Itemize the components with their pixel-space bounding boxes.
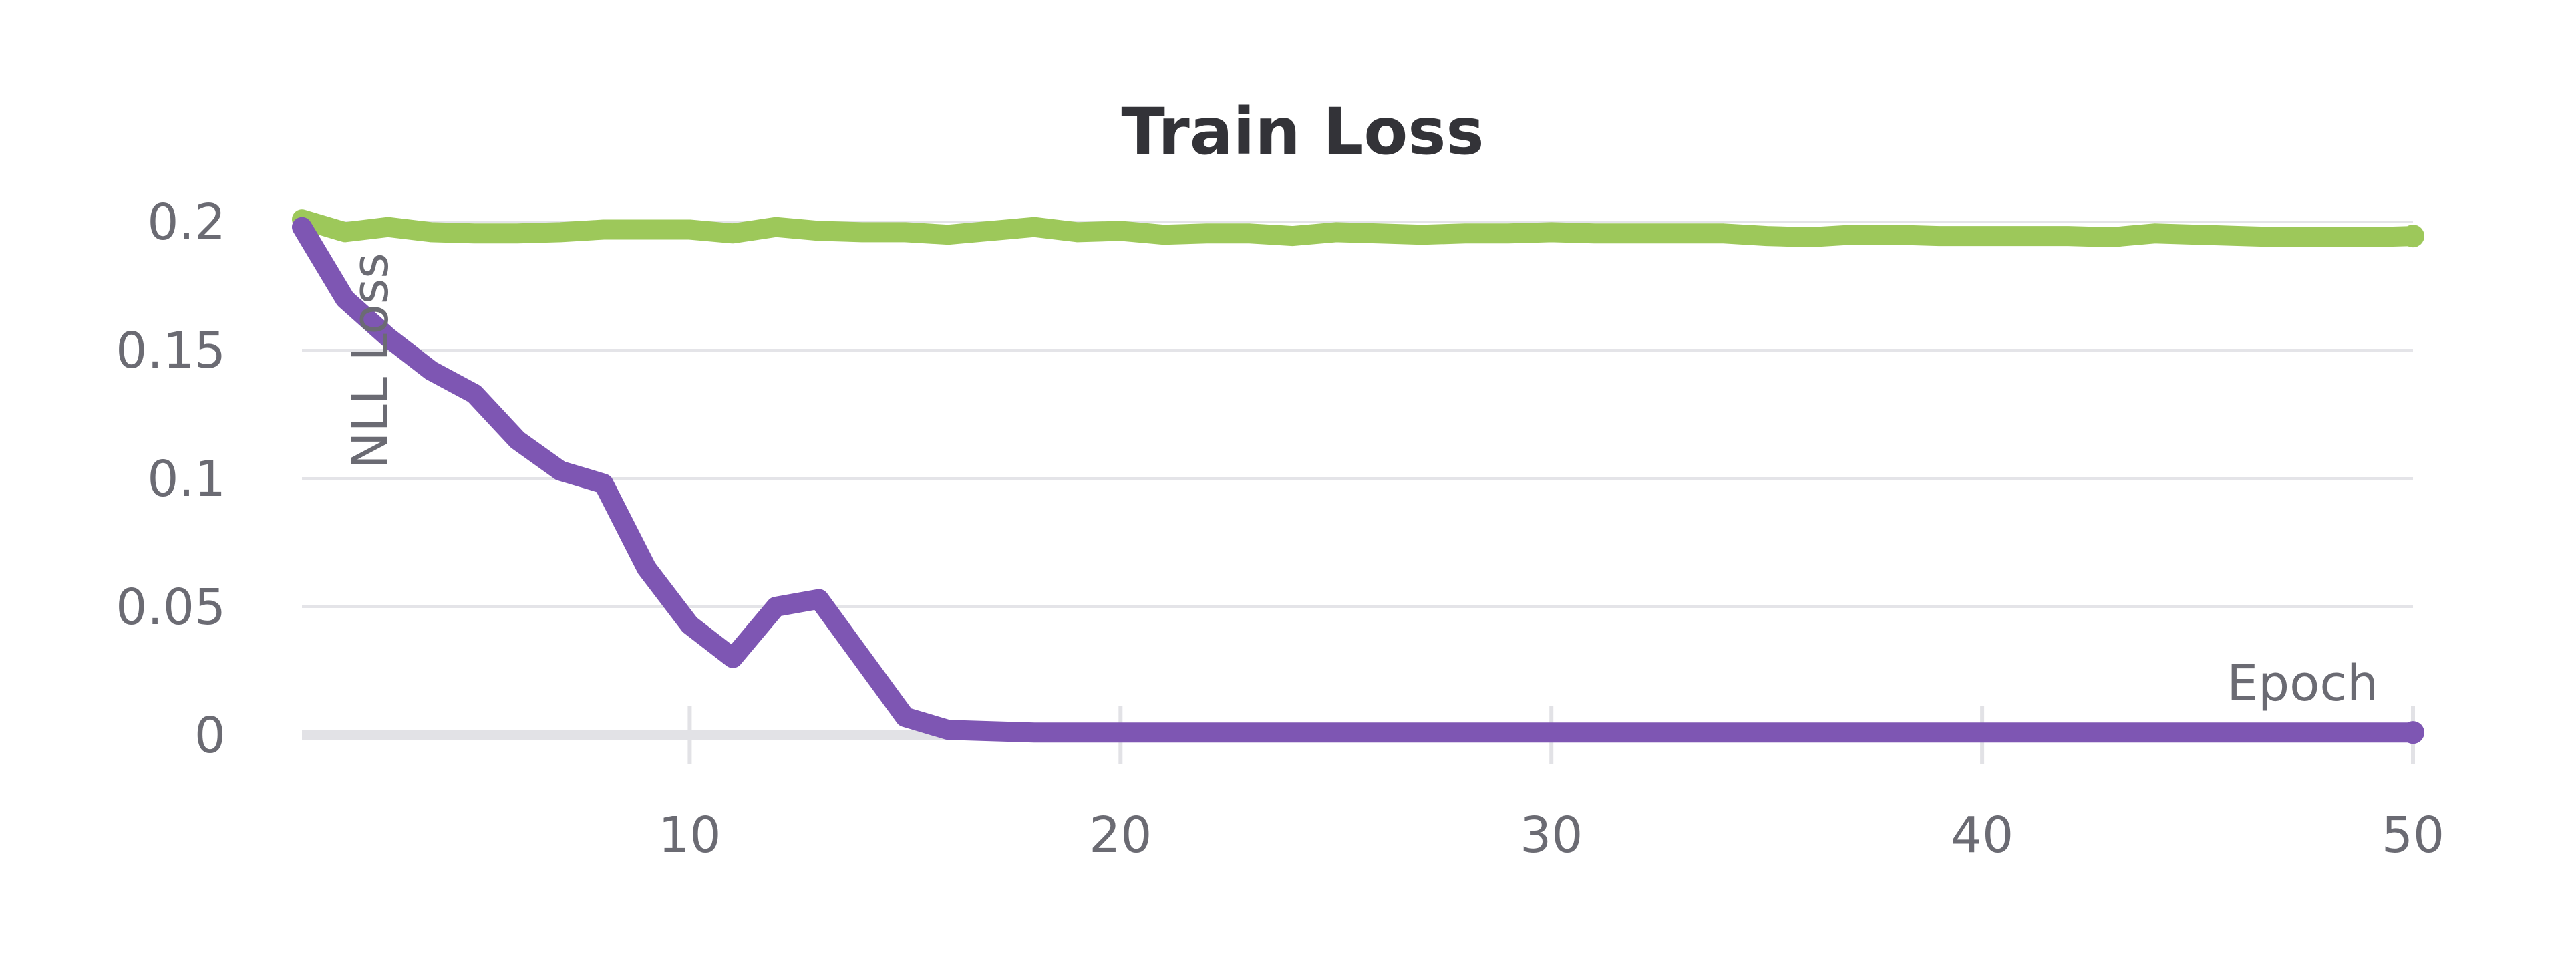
x-tick-label: 10 [658,807,721,864]
series-endpoint-1 [2402,225,2424,248]
y-tick-label: 0.1 [147,450,226,508]
grid-lines [302,221,2413,608]
y-axis-label: NLL Loss [342,253,399,469]
y-tick-label: 0.15 [116,322,226,380]
x-tick-label: 30 [1520,807,1583,864]
x-axis-label: Epoch [2227,655,2378,712]
series-endpoint-2 [2402,721,2424,744]
x-tick-label: 20 [1089,807,1152,864]
y-tick-label: 0 [194,707,226,764]
y-tick-label: 0.05 [116,579,226,636]
chart-title: Train Loss [1121,94,1484,169]
y-tick-label: 0.2 [147,194,226,251]
series-lines [292,209,2424,744]
x-tick-label: 40 [1951,807,2014,864]
y-axis: 0 0.05 0.1 0.15 0.2 [116,194,226,764]
x-tick-label: 50 [2382,807,2444,864]
series-line-1 [292,209,2423,247]
series-line-2 [292,217,2423,743]
